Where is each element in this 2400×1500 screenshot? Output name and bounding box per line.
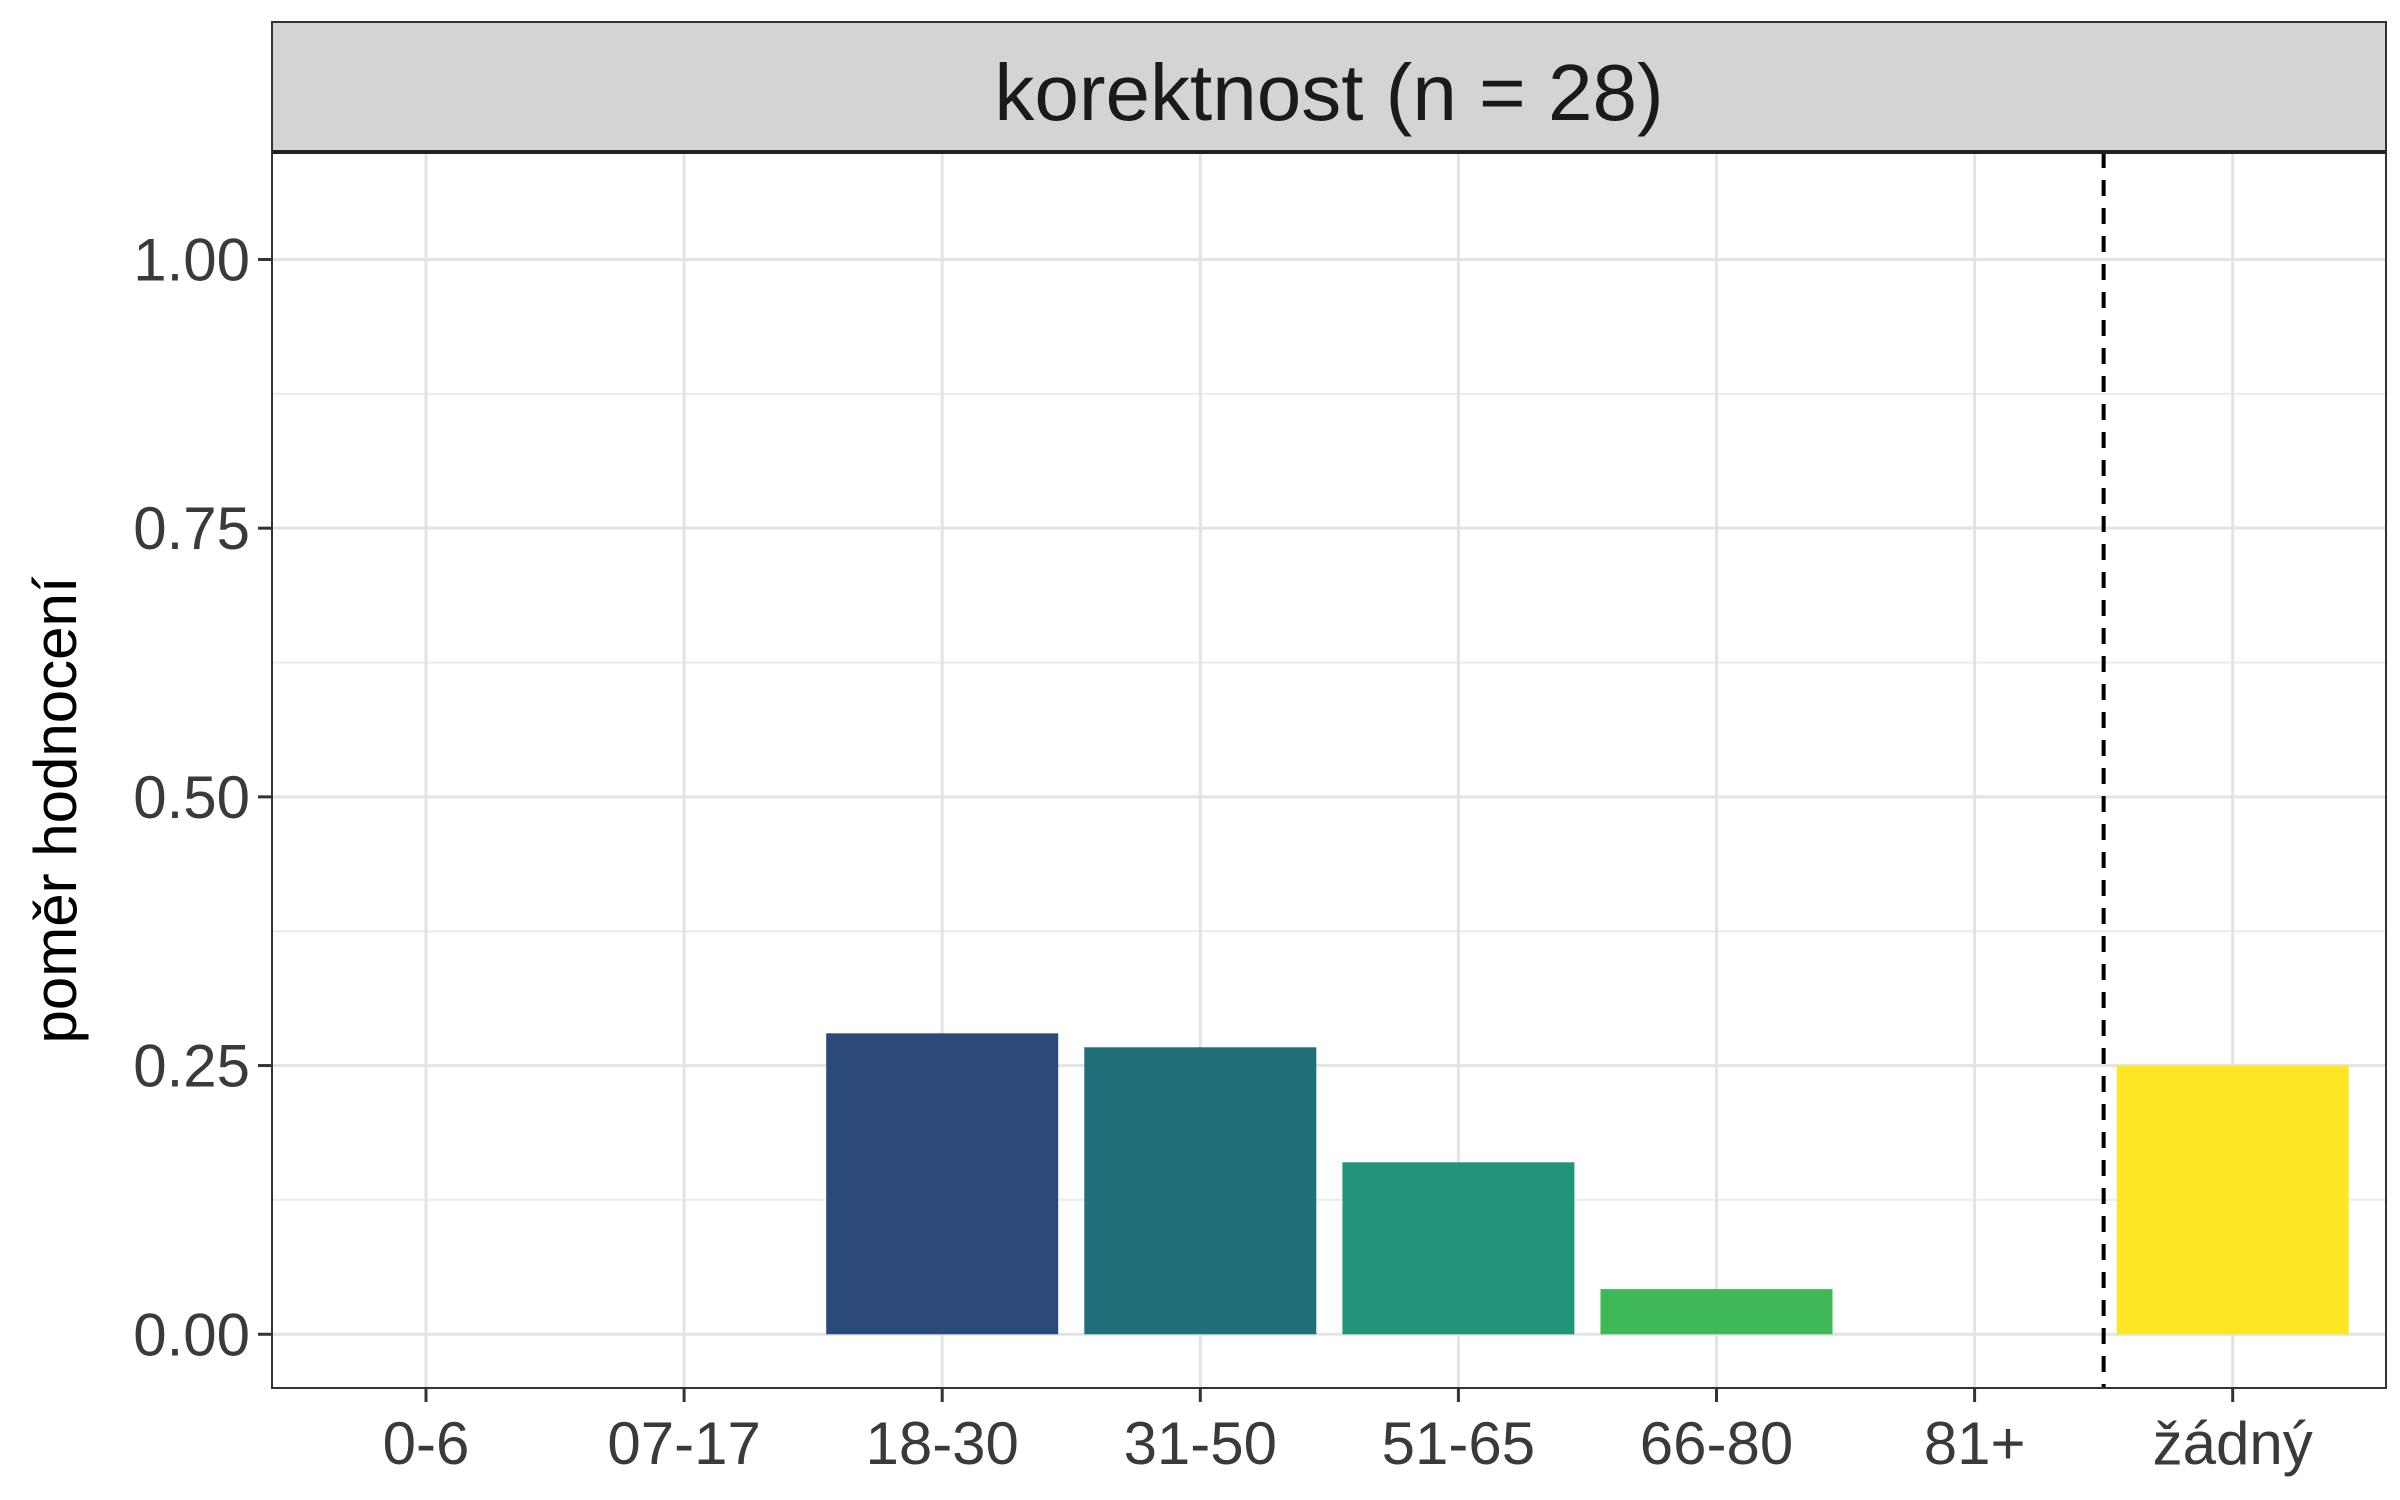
x-tick-label-31-50: 31-50 xyxy=(1124,1410,1277,1477)
bar-žádný xyxy=(2116,1065,2349,1335)
y-tick-label: 1.00 xyxy=(133,226,250,293)
x-tick-label-žádný: žádný xyxy=(2153,1410,2313,1477)
bar-51-65 xyxy=(1342,1162,1575,1335)
bar-66-80 xyxy=(1600,1289,1833,1335)
chart-title: korektnost (n = 28) xyxy=(994,48,1663,137)
x-tick-label-07-17: 07-17 xyxy=(607,1410,760,1477)
x-tick-label-18-30: 18-30 xyxy=(865,1410,1018,1477)
grid-lines xyxy=(272,152,2386,1388)
x-tick-label-66-80: 66-80 xyxy=(1640,1410,1793,1477)
x-tick-label-81+: 81+ xyxy=(1924,1410,2026,1477)
bars xyxy=(826,1033,2349,1335)
y-tick-label: 0.50 xyxy=(133,764,250,831)
y-axis-ticks: 0.00 0.25 0.50 0.75 1.00 xyxy=(133,226,272,1368)
bar-18-30 xyxy=(826,1033,1059,1335)
x-tick-label-0-6: 0-6 xyxy=(383,1410,470,1477)
facet-strip: korektnost (n = 28) xyxy=(271,21,2387,154)
x-axis-ticks: 0-6 07-17 18-30 31-50 51-65 66-80 81+ žádný xyxy=(383,1388,2313,1477)
panel-border xyxy=(271,151,2387,1389)
y-tick-label: 0.75 xyxy=(133,495,250,562)
y-tick-label: 0.00 xyxy=(133,1301,250,1368)
x-tick-label-51-65: 51-65 xyxy=(1382,1410,1535,1477)
y-tick-label: 0.25 xyxy=(133,1033,250,1100)
bar-31-50 xyxy=(1084,1047,1317,1335)
y-axis-title: poměr hodnocení xyxy=(22,576,89,1043)
